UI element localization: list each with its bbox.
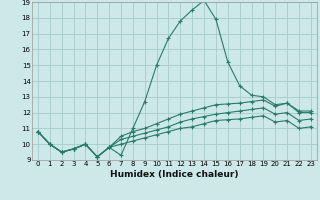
X-axis label: Humidex (Indice chaleur): Humidex (Indice chaleur) bbox=[110, 170, 239, 179]
